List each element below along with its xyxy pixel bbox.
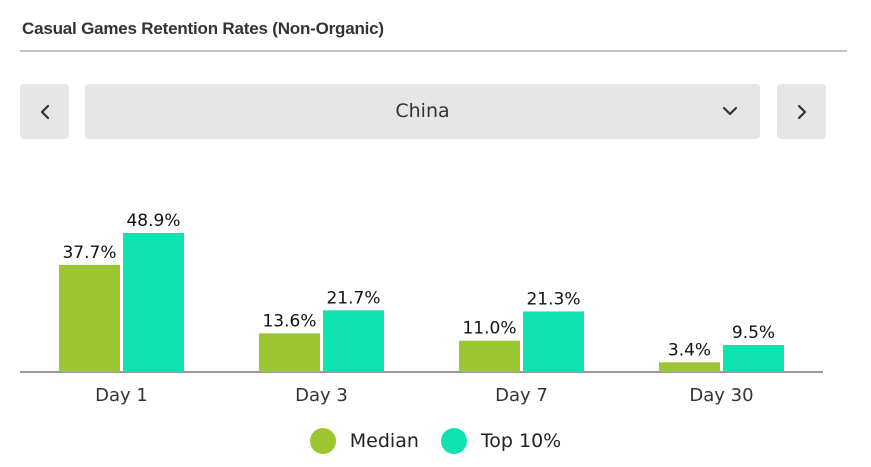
chevron-left-icon [40,104,49,119]
data-label-top-10-day-3: 21.7% [326,288,380,308]
previous-country-button[interactable] [20,84,69,139]
bar-top-10-day-30[interactable] [723,344,784,372]
bar-top-10-day-3[interactable] [323,310,384,372]
data-label-median-day-7: 11.0% [462,319,516,339]
data-label-top-10-day-30: 9.5% [732,323,775,343]
next-country-button[interactable] [777,84,826,139]
bar-median-day-30[interactable] [659,362,720,372]
bar-median-day-1[interactable] [59,264,120,372]
x-tick-label-day-30: Day 30 [689,385,753,406]
legend-item-median[interactable]: Median [309,428,419,454]
data-label-median-day-1: 37.7% [62,243,116,263]
data-label-median-day-30: 3.4% [668,340,711,360]
data-label-median-day-3: 13.6% [262,311,316,331]
chart-title: Casual Games Retention Rates (Non-Organi… [22,19,384,38]
title-divider [20,50,847,52]
legend-item-top10[interactable]: Top 10% [440,428,562,454]
bar-top-10-day-1[interactable] [123,233,184,372]
chevron-right-icon [797,104,806,119]
selected-country: China [395,100,450,122]
legend-label-median: Median [349,430,419,452]
x-tick-label-day-1: Day 1 [95,385,148,406]
chevron-down-icon [722,106,738,116]
legend-swatch-top10 [440,428,467,454]
chart-legend: Median Top 10% [0,428,871,454]
legend-label-top10: Top 10% [480,430,562,452]
data-label-top-10-day-7: 21.3% [526,289,580,309]
bar-top-10-day-7[interactable] [523,311,584,372]
data-label-top-10-day-1: 48.9% [126,211,180,231]
x-tick-label-day-3: Day 3 [295,385,348,406]
legend-swatch-median [309,428,336,454]
x-tick-label-day-7: Day 7 [495,385,548,406]
bar-median-day-3[interactable] [259,333,320,372]
country-select[interactable]: China [85,84,760,139]
retention-bar-chart: 37.7% 48.9% Day 1 13.6% 21.7% Day 3 11.0% 21.3%… [20,211,823,406]
bar-median-day-7[interactable] [459,340,520,372]
